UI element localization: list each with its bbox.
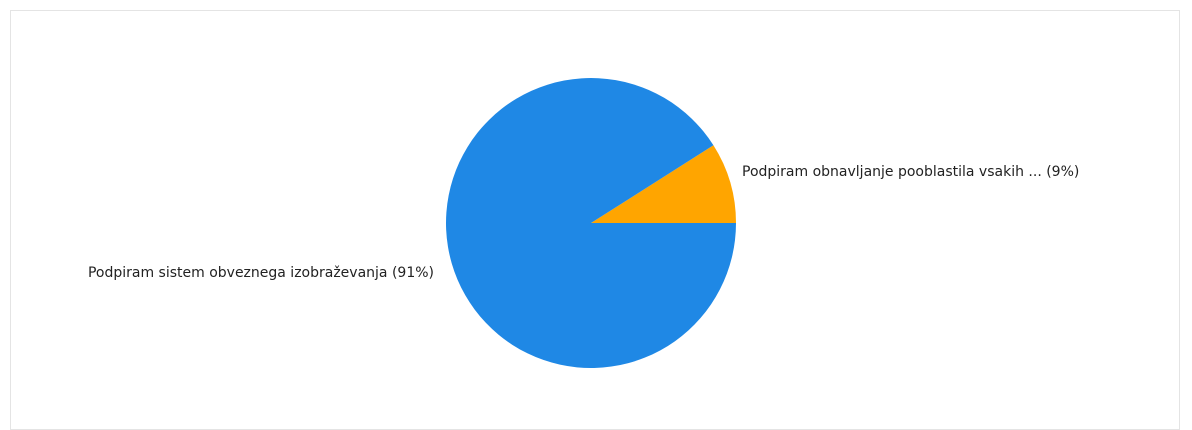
- pie-labels: Podpiram obnavljanje pooblastila vsakih …: [88, 164, 1079, 281]
- pie-chart: Podpiram obnavljanje pooblastila vsakih …: [88, 78, 1079, 369]
- slice-label-mandatory-education: Podpiram sistem obveznega izobraževanja …: [88, 265, 434, 281]
- pie-slices: [446, 78, 736, 369]
- pie-slice-renewal: [591, 145, 736, 223]
- pie-slice-mandatory-education: [446, 78, 736, 369]
- slice-label-renewal: Podpiram obnavljanje pooblastila vsakih …: [742, 164, 1079, 180]
